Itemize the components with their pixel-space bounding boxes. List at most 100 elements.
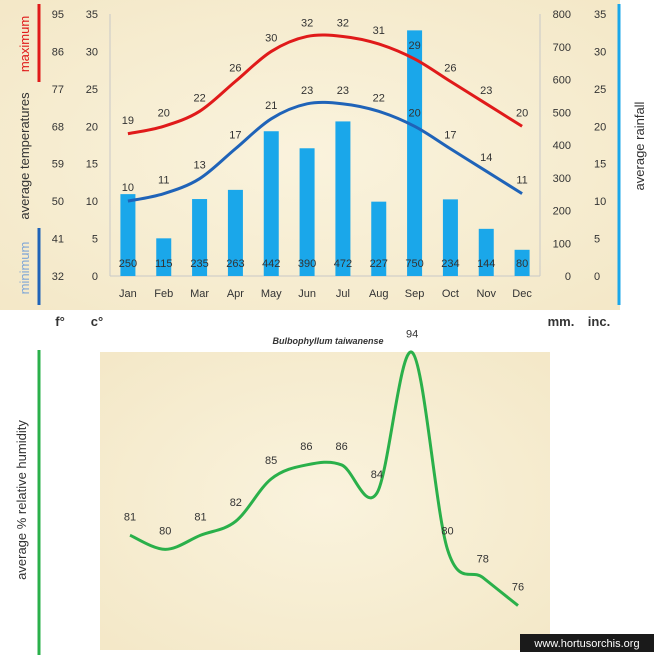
- maximum-temperature-label: 22: [193, 92, 205, 104]
- maximum-temperature-label: 30: [265, 32, 277, 44]
- humidity-value-label: 84: [371, 469, 383, 481]
- rainfall-bar: [514, 249, 530, 276]
- rainfall-inch-tick-label: 15: [594, 159, 606, 171]
- celsius-unit-label: c°: [91, 314, 103, 329]
- minimum-temperature-label: 22: [373, 92, 385, 104]
- maximum-temperature-label: 23: [480, 85, 492, 97]
- rainfall-bar: [407, 30, 423, 276]
- rainfall-bar-label: 442: [262, 258, 280, 270]
- mm-unit-label: mm.: [548, 314, 575, 329]
- rainfall-bars: [120, 30, 530, 276]
- rainfall-mm-tick-label: 200: [553, 206, 571, 218]
- minimum-temperature-label: 21: [265, 100, 277, 112]
- rainfall-inch-tick-label: 30: [594, 46, 606, 58]
- month-tick-label: Dec: [512, 288, 532, 300]
- humidity-value-label: 94: [406, 328, 418, 340]
- celsius-tick-label: 15: [86, 159, 98, 171]
- rainfall-mm-tick-labels: 0 100 200 300 400 500 600 700 800: [553, 9, 571, 283]
- rainfall-bar: [335, 121, 351, 276]
- month-tick-label: Aug: [369, 288, 389, 300]
- fahrenheit-tick-labels: 32 41 50 59 68 77 86 95: [52, 9, 64, 283]
- rainfall-bar: [156, 238, 172, 276]
- humidity-chart-background: [100, 352, 550, 650]
- humidity-value-label: 81: [194, 511, 206, 523]
- rainfall-bar: [227, 189, 243, 276]
- rainfall-bar: [192, 199, 208, 276]
- month-tick-label: Jan: [119, 288, 137, 300]
- rainfall-bar-label: 227: [370, 258, 388, 270]
- rainfall-mm-tick-label: 100: [553, 238, 571, 250]
- month-tick-label: Sep: [405, 288, 425, 300]
- rainfall-bar-label: 235: [190, 258, 208, 270]
- celsius-tick-label: 0: [92, 271, 98, 283]
- celsius-tick-label: 20: [86, 121, 98, 133]
- average-temperatures-label: average temperatures: [17, 92, 32, 220]
- maximum-temperature-label: 31: [373, 25, 385, 37]
- rainfall-bar: [371, 201, 387, 276]
- month-tick-label: May: [261, 288, 282, 300]
- minimum-temperature-label: 20: [408, 107, 420, 119]
- rainfall-bar-label: 250: [119, 258, 137, 270]
- celsius-tick-label: 5: [92, 234, 98, 246]
- month-tick-label: Jun: [298, 288, 316, 300]
- rainfall-mm-tick-label: 400: [553, 140, 571, 152]
- celsius-tick-labels: 0 5 10 15 20 25 30 35: [86, 9, 98, 283]
- minimum-temperature-label: 13: [193, 160, 205, 172]
- species-title: Bulbophyllum taiwanense: [272, 336, 383, 346]
- watermark-background: [520, 634, 654, 652]
- rainfall-inch-tick-label: 25: [594, 84, 606, 96]
- month-tick-label: Feb: [154, 288, 173, 300]
- rainfall-mm-tick-label: 700: [553, 42, 571, 54]
- humidity-value-label: 85: [265, 455, 277, 467]
- month-tick-label: Oct: [442, 288, 459, 300]
- rainfall-inch-tick-label: 5: [594, 234, 600, 246]
- rainfall-bar-label: 263: [226, 258, 244, 270]
- humidity-value-label: 86: [336, 441, 348, 453]
- fahrenheit-unit-label: f°: [55, 314, 65, 329]
- minimum-temperature-label: 23: [337, 85, 349, 97]
- rainfall-bar-label: 80: [516, 258, 528, 270]
- humidity-value-label: 78: [477, 553, 489, 565]
- rainfall-mm-tick-label: 800: [553, 9, 571, 21]
- month-tick-label: Apr: [227, 288, 244, 300]
- rainfall-mm-tick-label: 600: [553, 75, 571, 87]
- minimum-temperature-label: 11: [158, 175, 169, 187]
- rainfall-bar-label: 115: [155, 258, 173, 270]
- month-tick-labels: Jan Feb Mar Apr May Jun Jul Aug Sep Oct Nov Dec: [119, 288, 532, 300]
- rainfall-bar: [263, 131, 279, 276]
- humidity-value-label: 76: [512, 582, 524, 594]
- month-tick-label: Nov: [476, 288, 496, 300]
- maximum-temperature-label: 32: [337, 17, 349, 29]
- rainfall-bar: [442, 199, 458, 276]
- maximum-temperature-label: 20: [516, 107, 528, 119]
- rainfall-inch-tick-label: 10: [594, 196, 606, 208]
- rainfall-bar-label: 750: [405, 258, 423, 270]
- maximum-temperature-label: 26: [229, 62, 241, 74]
- maximum-temperature-label: 32: [301, 17, 313, 29]
- inch-unit-label: inc.: [588, 314, 610, 329]
- rainfall-bar: [478, 228, 494, 276]
- humidity-value-label: 80: [159, 525, 171, 537]
- rainfall-mm-tick-label: 300: [553, 173, 571, 185]
- fahrenheit-tick-label: 41: [52, 234, 64, 246]
- rainfall-bar: [120, 194, 136, 276]
- humidity-value-labels: 81 80 81 82 85 86 86 84 94 80 78 76: [124, 328, 524, 593]
- fahrenheit-tick-label: 86: [52, 46, 64, 58]
- minimum-temperature-labels: 10 11 13 17 21 23 23 22 20 17 14 11: [122, 85, 528, 194]
- watermark-text: www.hortusorchis.org: [533, 638, 639, 650]
- minimum-temperature-label: 23: [301, 85, 313, 97]
- maximum-temperature-label: 19: [122, 115, 134, 127]
- humidity-value-label: 80: [441, 525, 453, 537]
- celsius-tick-label: 35: [86, 9, 98, 21]
- minimum-label: minimum: [17, 242, 32, 295]
- rainfall-bar-label: 390: [298, 258, 316, 270]
- maximum-label: maximum: [17, 16, 32, 72]
- celsius-tick-label: 30: [86, 46, 98, 58]
- fahrenheit-tick-label: 95: [52, 9, 64, 21]
- rainfall-inch-tick-labels: 0 5 10 15 20 25 30 35: [594, 9, 606, 283]
- maximum-temperature-labels: 19 20 22 26 30 32 32 31 29 26 23 20: [122, 17, 528, 126]
- fahrenheit-tick-label: 32: [52, 271, 64, 283]
- month-tick-label: Jul: [336, 288, 350, 300]
- rainfall-axis-label: average rainfall: [632, 101, 647, 190]
